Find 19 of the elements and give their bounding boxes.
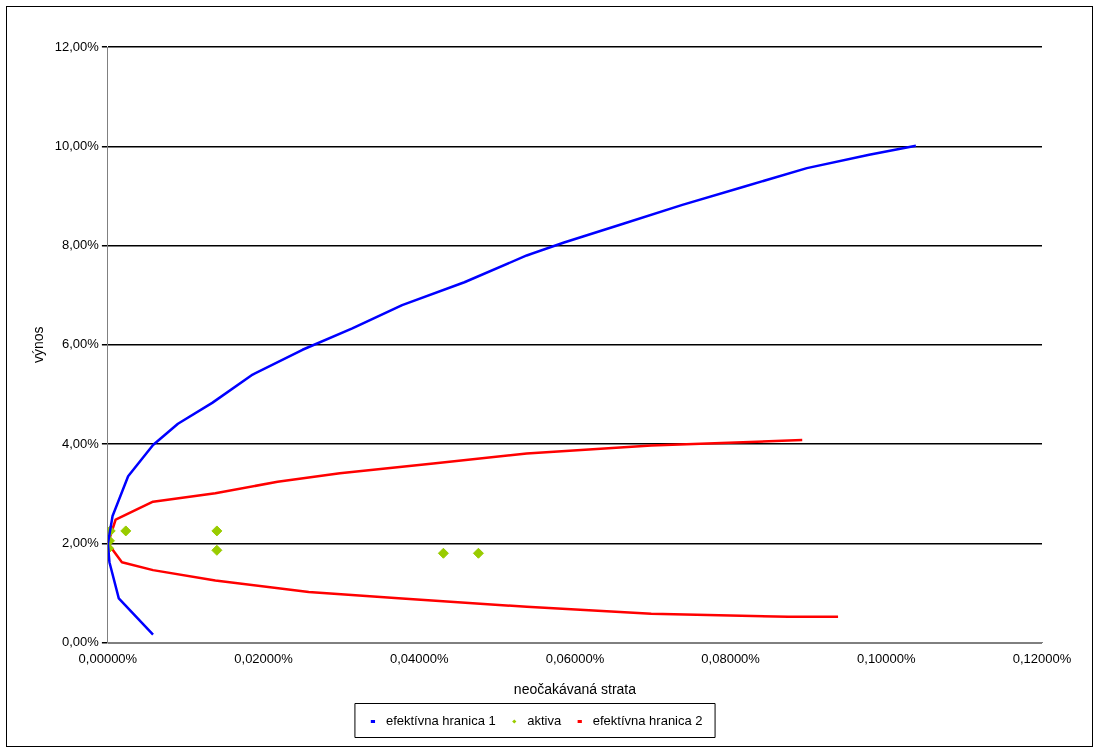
y-tick-label: 2,00% <box>62 534 100 550</box>
x-tick-label: 0,12000% <box>1012 650 1072 666</box>
x-tick-label: 0,06000% <box>545 650 605 666</box>
x-tick-label: 0,04000% <box>389 650 449 666</box>
x-tick-label: 0,02000% <box>234 650 294 666</box>
y-tick-label: 6,00% <box>62 336 100 352</box>
y-axis-title: výnos <box>30 326 47 364</box>
y-tick-label: 4,00% <box>62 435 100 451</box>
x-tick-label: 0,10000% <box>857 650 917 666</box>
x-tick-label: 0,00000% <box>78 650 138 666</box>
y-tick-label: 10,00% <box>54 137 100 153</box>
x-axis-title: neočakávaná strata <box>513 681 637 698</box>
legend-label: aktiva <box>527 713 562 729</box>
legend-label: efektívna hranica 1 <box>385 713 496 729</box>
y-tick-label: 12,00% <box>54 38 100 54</box>
legend-label: efektívna hranica 2 <box>592 713 703 729</box>
y-tick-label: 0,00% <box>62 634 100 650</box>
x-tick-label: 0,08000% <box>701 650 761 666</box>
y-tick-label: 8,00% <box>62 237 100 253</box>
